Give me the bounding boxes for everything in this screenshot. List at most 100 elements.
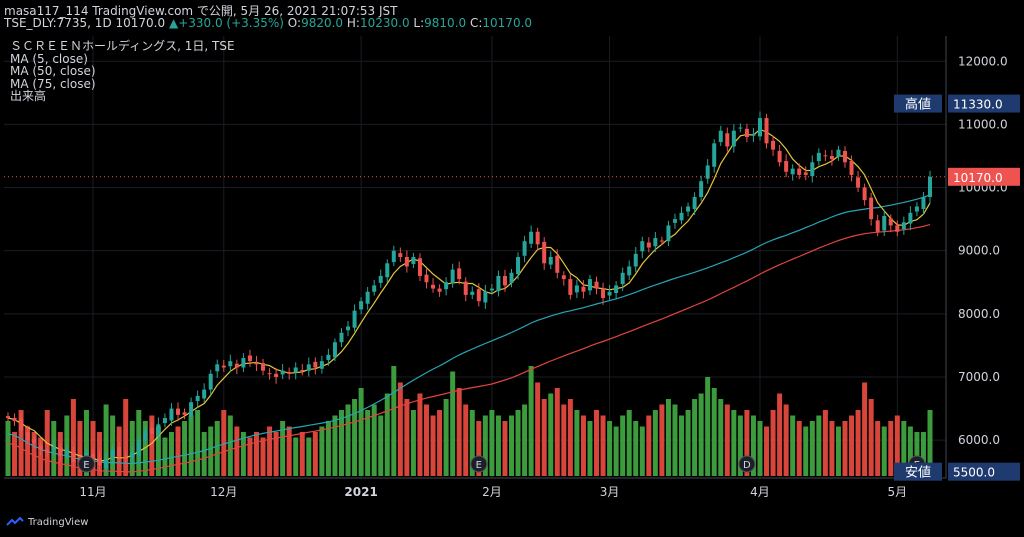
candle-body: [352, 310, 357, 328]
candle-body: [842, 150, 847, 163]
candle-body: [882, 215, 887, 231]
volume-bar: [737, 415, 743, 476]
volume-bar: [437, 410, 443, 476]
candle-body: [692, 197, 697, 210]
candle-body: [91, 454, 96, 460]
volume-bar: [384, 393, 390, 476]
volume-bar: [267, 426, 273, 476]
high-marker-label-bg: [894, 94, 942, 113]
volume-bar: [273, 432, 279, 476]
candle-body: [810, 162, 815, 177]
candle-body: [64, 449, 69, 455]
candle-body: [744, 128, 749, 138]
candle-body: [529, 231, 534, 244]
y-tick-label: 8000.0: [958, 307, 1000, 321]
candle-body: [888, 218, 893, 226]
legend-ma50[interactable]: MA (50, close): [10, 64, 96, 78]
candle-body: [143, 430, 148, 441]
candle-body: [699, 181, 704, 198]
candle-body: [189, 402, 194, 417]
candle-body: [123, 457, 128, 460]
candle-body: [653, 238, 658, 247]
volume-bar: [293, 437, 299, 476]
legend-volume[interactable]: 出来高: [10, 89, 47, 103]
volume-bar: [777, 393, 783, 476]
volume-bar: [770, 410, 776, 476]
volume-bar: [142, 421, 148, 476]
candle-body: [731, 130, 736, 147]
candle-body: [777, 150, 782, 163]
y-tick-label: 12000.0: [958, 54, 1008, 68]
candle-body: [169, 408, 174, 421]
volume-bar: [718, 399, 724, 476]
volume-bar: [698, 393, 704, 476]
volume-bar: [182, 421, 188, 476]
candle-body: [829, 155, 834, 160]
candle-body: [895, 225, 900, 232]
candle-body: [359, 301, 364, 310]
volume-bar: [881, 426, 887, 476]
volume-bar: [188, 415, 194, 476]
publish-info: masa117_114 TradingView.com で公開, 5月 26, …: [4, 4, 398, 18]
candle-body: [516, 257, 521, 275]
volume-bar: [842, 421, 848, 476]
volume-bar: [345, 404, 351, 476]
candle-body: [581, 286, 586, 292]
candle-body: [437, 288, 442, 292]
candle-body: [928, 176, 932, 198]
legend-ma75[interactable]: MA (75, close): [10, 76, 96, 91]
candle-body: [19, 418, 24, 431]
volume-bar: [783, 404, 789, 476]
candle-body: [875, 220, 880, 232]
volume-bar: [227, 415, 233, 476]
candle-body: [522, 241, 527, 256]
candle-body: [463, 281, 468, 295]
open-value: 9820.0: [301, 16, 344, 30]
volume-bar: [835, 426, 841, 476]
event-marker-label: D: [743, 460, 751, 471]
volume-bar: [875, 421, 881, 476]
volume-bar: [378, 415, 384, 476]
ohlc-row: TSE_DLY:7735, 1D 10170.0 ▲+330.0 (+3.35%…: [4, 16, 532, 30]
candle-body: [574, 285, 579, 293]
volume-bar: [502, 421, 508, 476]
candle-body: [247, 355, 252, 362]
volume-bar: [391, 366, 397, 476]
event-marker: [77, 455, 95, 473]
volume-bar: [456, 388, 462, 476]
volume-bar: [594, 410, 600, 476]
candle-body: [51, 446, 56, 451]
volume-bar: [338, 410, 344, 476]
volume-bar: [620, 415, 626, 476]
volume-bar: [535, 382, 541, 476]
close-value: 10170.0: [482, 16, 533, 30]
volume-bar: [672, 404, 678, 476]
volume-bar: [528, 366, 534, 476]
candle-body: [195, 395, 200, 401]
volume-bar: [829, 421, 835, 476]
x-tick-label: 2021: [344, 485, 377, 499]
candle-body: [659, 240, 664, 242]
volume-bar: [410, 410, 416, 476]
candle-body: [444, 282, 449, 290]
candle-body: [136, 440, 141, 456]
volume-bar: [247, 437, 253, 476]
plot-area: [4, 36, 946, 478]
volume-bar: [907, 426, 913, 476]
volume-bar: [12, 432, 18, 476]
volume-bar: [195, 410, 201, 476]
candle-body: [241, 358, 246, 368]
x-tick-label: 4月: [750, 485, 770, 499]
low-value: 9810.0: [424, 16, 467, 30]
candle-body: [424, 274, 429, 283]
candle-body: [568, 279, 573, 295]
volume-bar: [659, 404, 665, 476]
volume-bar: [240, 432, 246, 476]
tradingview-logo[interactable]: TradingView: [6, 516, 88, 528]
candle-body: [476, 289, 481, 302]
volume-bar: [711, 388, 717, 476]
volume-bar: [914, 432, 920, 476]
legend-ma5[interactable]: MA (5, close): [10, 51, 88, 66]
candle-body: [908, 212, 913, 224]
